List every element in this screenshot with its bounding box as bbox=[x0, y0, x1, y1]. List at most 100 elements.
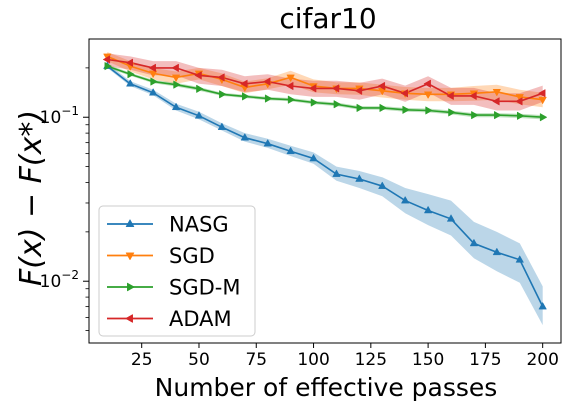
band-sgd bbox=[107, 52, 543, 108]
point-adam-170 bbox=[469, 91, 477, 101]
point-adam-90 bbox=[285, 81, 294, 91]
x-tick-label-150: 150 bbox=[412, 350, 444, 370]
legend-label-adam: ADAM bbox=[169, 307, 232, 331]
plot-area bbox=[102, 52, 548, 326]
point-nasg-20 bbox=[126, 79, 135, 87]
point-sgd-m-20 bbox=[127, 69, 135, 79]
y-axis: 10−2 10−1 bbox=[40, 67, 89, 331]
point-sgd-m-60 bbox=[219, 90, 227, 99]
point-adam-10 bbox=[102, 55, 111, 64]
point-nasg-120 bbox=[355, 174, 364, 182]
point-sgd-150 bbox=[423, 91, 433, 100]
point-sgd-m-150 bbox=[425, 106, 433, 115]
point-nasg-110 bbox=[332, 169, 341, 177]
point-sgd-m-100 bbox=[310, 98, 319, 107]
x-tick-label-25: 25 bbox=[131, 350, 153, 370]
point-nasg-80 bbox=[263, 138, 272, 147]
line-nasg bbox=[106, 65, 544, 307]
point-sgd-m-10 bbox=[104, 61, 113, 71]
legend-box bbox=[98, 205, 256, 337]
point-sgd-m-80 bbox=[264, 94, 273, 103]
point-nasg-30 bbox=[148, 88, 158, 96]
legend-label-sgd: SGD bbox=[169, 244, 215, 268]
legend-marker-nasg bbox=[125, 218, 135, 227]
point-sgd-30 bbox=[148, 70, 158, 79]
point-nasg-170 bbox=[469, 238, 479, 247]
point-adam-40 bbox=[171, 63, 179, 73]
point-nasg-90 bbox=[286, 146, 295, 155]
point-nasg-200 bbox=[538, 301, 547, 310]
point-adam-130 bbox=[377, 81, 386, 91]
band-adam bbox=[107, 53, 543, 111]
point-sgd-m-70 bbox=[242, 92, 250, 101]
point-adam-200 bbox=[537, 89, 546, 98]
point-sgd-m-40 bbox=[173, 80, 181, 89]
x-tick-label-175: 175 bbox=[469, 350, 501, 370]
point-nasg-50 bbox=[194, 111, 204, 119]
series-markers bbox=[102, 53, 548, 310]
x-tick-label-75: 75 bbox=[245, 350, 267, 370]
point-adam-30 bbox=[148, 63, 156, 73]
legend-marker-sgd bbox=[125, 252, 135, 261]
point-adam-190 bbox=[515, 97, 523, 106]
point-sgd-m-170 bbox=[471, 110, 479, 120]
point-adam-80 bbox=[263, 77, 271, 86]
chart-title: cifar10 bbox=[279, 2, 376, 35]
point-adam-140 bbox=[400, 89, 408, 98]
point-sgd-m-50 bbox=[196, 84, 204, 94]
point-adam-60 bbox=[217, 73, 225, 82]
point-nasg-130 bbox=[378, 181, 387, 189]
y-tick-label-−2: 10−2 bbox=[40, 268, 79, 292]
point-adam-160 bbox=[446, 91, 454, 101]
point-sgd-m-200 bbox=[539, 113, 548, 122]
point-nasg-190 bbox=[515, 255, 524, 263]
x-tick-label-125: 125 bbox=[355, 350, 387, 370]
point-adam-20 bbox=[125, 58, 134, 67]
point-sgd-40 bbox=[171, 74, 181, 83]
line-sgd bbox=[106, 55, 543, 101]
point-nasg-180 bbox=[492, 247, 502, 256]
point-sgd-m-190 bbox=[516, 111, 525, 121]
point-sgd-200 bbox=[538, 96, 547, 105]
point-adam-70 bbox=[240, 79, 248, 88]
point-sgd-m-30 bbox=[150, 77, 158, 86]
point-adam-180 bbox=[492, 97, 500, 106]
point-nasg-140 bbox=[400, 195, 410, 204]
point-nasg-100 bbox=[309, 153, 318, 162]
point-sgd-m-140 bbox=[402, 105, 410, 115]
legend: NASG SGD SGD-M ADAM bbox=[98, 205, 256, 337]
point-adam-50 bbox=[194, 71, 202, 80]
x-tick-label-100: 100 bbox=[297, 350, 329, 370]
legend-marker-sgd-m bbox=[127, 282, 136, 292]
point-adam-150 bbox=[423, 79, 431, 88]
point-nasg-70 bbox=[240, 133, 250, 141]
point-nasg-60 bbox=[217, 122, 227, 130]
line-sgd-m bbox=[107, 65, 543, 118]
legend-marker-adam bbox=[124, 314, 133, 323]
x-axis-label: Number of effective passes bbox=[155, 373, 498, 402]
band-nasg bbox=[107, 63, 543, 326]
point-nasg-150 bbox=[423, 205, 433, 214]
point-nasg-40 bbox=[171, 102, 181, 111]
point-nasg-160 bbox=[446, 214, 456, 222]
point-sgd-m-180 bbox=[494, 110, 502, 120]
plot-frame bbox=[88, 38, 562, 344]
point-sgd-m-160 bbox=[448, 108, 456, 117]
legend-label-nasg: NASG bbox=[169, 213, 229, 237]
legend-label-sgd-m: SGD-M bbox=[169, 276, 240, 300]
point-sgd-m-120 bbox=[356, 103, 365, 113]
point-adam-100 bbox=[308, 84, 317, 93]
y-tick-label-−1: 10−1 bbox=[40, 104, 79, 128]
x-tick-label-200: 200 bbox=[526, 350, 558, 370]
point-adam-120 bbox=[354, 86, 363, 95]
point-sgd-m-130 bbox=[379, 103, 387, 113]
point-sgd-180 bbox=[492, 88, 502, 97]
x-tick-label-50: 50 bbox=[188, 350, 210, 370]
y-axis-label: F(x) − F(x*) bbox=[14, 110, 49, 286]
point-adam-110 bbox=[331, 84, 340, 93]
point-sgd-90 bbox=[286, 74, 295, 83]
x-axis: 25 50 75 100 125 150 175 200 bbox=[131, 343, 559, 370]
point-sgd-m-90 bbox=[287, 95, 296, 104]
point-sgd-m-110 bbox=[333, 100, 342, 109]
